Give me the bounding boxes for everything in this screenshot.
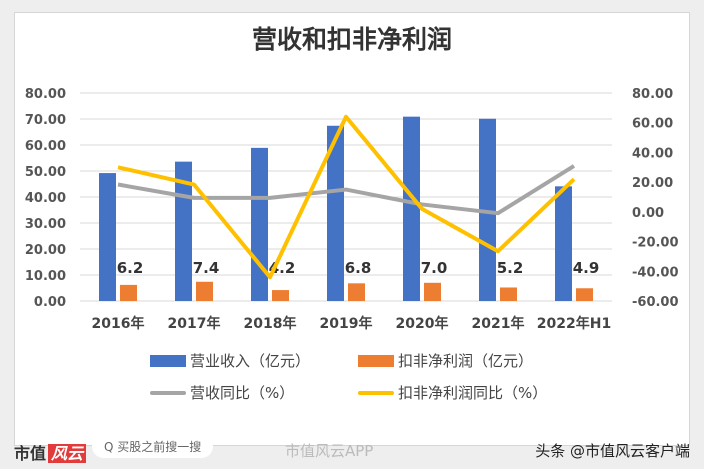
legend-item-profit-yoy: 扣非净利润同比（%） <box>358 382 547 403</box>
x-tick-label: 2016年 <box>92 315 145 332</box>
y-right-tick-label: -60.00 <box>632 295 679 310</box>
x-tick-label: 2020年 <box>396 315 449 332</box>
y-left-tick-label: 40.00 <box>25 191 66 206</box>
legend-item-profit: 扣非净利润（亿元） <box>358 350 533 371</box>
y-right-tick-label: 60.00 <box>632 117 673 132</box>
chart-title: 营收和扣非净利润 <box>251 25 452 54</box>
weibo-watermark: 市值风云APP <box>285 442 374 460</box>
data-label-profit: 6.8 <box>345 259 372 277</box>
legend-swatch <box>358 354 394 367</box>
data-label-profit: 4.9 <box>573 259 600 277</box>
y-left-tick-label: 70.00 <box>25 113 66 128</box>
chart-card <box>14 12 690 446</box>
search-box[interactable]: Q 买股之前搜一搜 <box>92 435 214 458</box>
logo-text: 市值 <box>14 444 47 463</box>
bar-revenue <box>99 173 116 301</box>
x-tick-label: 2018年 <box>244 315 297 332</box>
y-left-tick-label: 10.00 <box>25 269 66 284</box>
legend-item-revenue-yoy: 营收同比（%） <box>150 382 294 403</box>
logo: 市值 风云 <box>14 440 87 464</box>
line-profit-yoy <box>117 114 576 280</box>
bar-profit <box>500 287 517 301</box>
bar-revenue <box>251 147 268 301</box>
bar-revenue <box>327 125 344 301</box>
x-tick-label: 2019年 <box>320 315 373 332</box>
logo-mark: 风云 <box>48 444 87 463</box>
legend-label: 扣非净利润同比（%） <box>398 384 548 402</box>
data-label-profit: 7.0 <box>421 259 448 277</box>
legend-swatch <box>358 390 394 395</box>
bar-profit <box>196 281 213 301</box>
bar-profit <box>576 288 593 301</box>
x-tick-label: 2017年 <box>168 315 221 332</box>
legend-swatch <box>150 354 186 367</box>
legend-swatch <box>150 390 186 395</box>
y-right-tick-label: 0.00 <box>632 206 664 221</box>
legend-label: 营收同比（%） <box>190 384 295 402</box>
bar-revenue <box>479 118 496 302</box>
y-left-tick-label: 30.00 <box>25 217 66 232</box>
y-right-tick-label: 20.00 <box>632 176 673 191</box>
toutiao-credit: 头条 @市值风云客户端 <box>535 442 690 460</box>
legend-label: 扣非净利润（亿元） <box>398 352 534 370</box>
legend-label: 营业收入（亿元） <box>190 352 311 370</box>
y-left-tick-label: 60.00 <box>25 139 66 154</box>
y-left-tick-label: 20.00 <box>25 243 66 258</box>
bar-profit <box>120 284 137 301</box>
data-label-profit: 5.2 <box>497 259 524 277</box>
y-right-tick-label: -40.00 <box>632 265 679 280</box>
x-tick-label: 2022年H1 <box>537 315 611 332</box>
y-right-tick-label: 40.00 <box>632 146 673 161</box>
y-right-tick-label: 80.00 <box>632 87 673 102</box>
footer: 市值 风云 Q 买股之前搜一搜 市值风云APP 头条 @市值风云客户端 <box>0 435 704 469</box>
bar-revenue <box>403 116 420 301</box>
y-left-tick-label: 80.00 <box>25 87 66 102</box>
y-right-tick-label: -20.00 <box>632 236 679 251</box>
data-label-profit: 7.4 <box>193 259 220 277</box>
data-label-profit: 6.2 <box>117 259 144 277</box>
legend-item-revenue: 营业收入（亿元） <box>150 350 310 371</box>
x-tick-label: 2021年 <box>472 315 525 332</box>
line-revenue-yoy <box>117 164 576 216</box>
bar-profit <box>424 282 441 301</box>
bar-revenue <box>555 186 572 301</box>
y-left-tick-label: 50.00 <box>25 165 66 180</box>
y-left-tick-label: 0.00 <box>34 295 66 310</box>
bar-profit <box>272 290 289 301</box>
bar-profit <box>348 283 365 301</box>
